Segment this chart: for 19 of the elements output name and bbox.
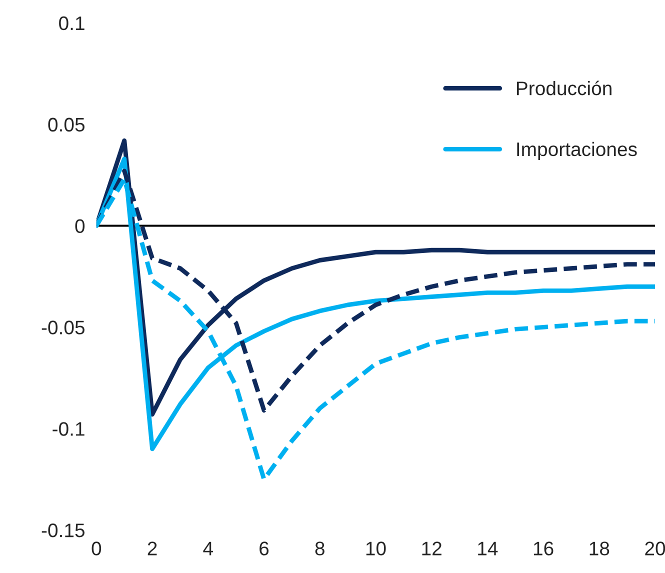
y-tick-label: -0.1 bbox=[52, 422, 84, 436]
y-tick-label: 0.1 bbox=[59, 16, 84, 30]
x-tick-label: 2 bbox=[148, 542, 157, 556]
y-tick-label: 0.05 bbox=[48, 118, 84, 132]
x-tick-label: 18 bbox=[590, 542, 610, 556]
x-tick-label: 10 bbox=[366, 542, 386, 556]
x-tick-label: 4 bbox=[203, 542, 213, 556]
y-tick-label: 0 bbox=[75, 219, 85, 233]
x-tick-label: 12 bbox=[422, 542, 442, 556]
y-tick-label: -0.05 bbox=[42, 320, 85, 334]
legend-label: Producción bbox=[517, 80, 612, 96]
x-tick-label: 14 bbox=[478, 542, 498, 556]
x-tick-label: 8 bbox=[315, 542, 324, 556]
y-tick-label: -0.15 bbox=[42, 523, 85, 538]
x-tick-label: 0 bbox=[92, 542, 102, 556]
x-tick-label: 20 bbox=[645, 542, 665, 556]
x-tick-label: 16 bbox=[534, 542, 554, 556]
legend-label: Importaciones bbox=[517, 142, 637, 160]
x-tick-label: 6 bbox=[260, 542, 269, 556]
